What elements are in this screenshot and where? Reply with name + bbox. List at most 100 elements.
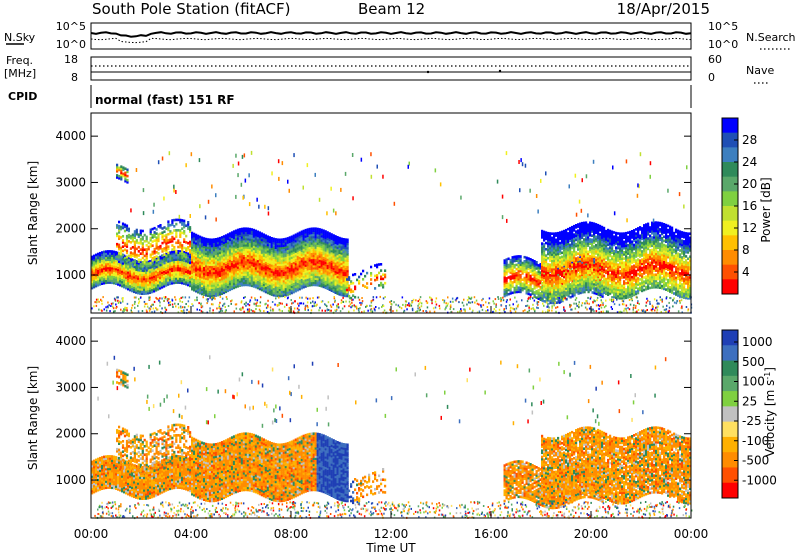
echo-cell <box>332 248 335 252</box>
echo-cell <box>599 294 602 297</box>
echo-cell <box>99 283 102 286</box>
echo-cell <box>567 246 570 250</box>
echo-cell <box>205 285 208 289</box>
echo-cell <box>101 276 104 279</box>
echo-cell <box>230 233 234 236</box>
echo-cell <box>561 251 564 255</box>
echo-cell <box>332 257 335 260</box>
echo-cell <box>539 263 542 266</box>
echo-cell <box>97 279 100 283</box>
echo-cell <box>252 274 255 278</box>
echo-cell <box>216 268 220 272</box>
echo-cell <box>232 240 236 244</box>
echo-cell <box>374 287 377 290</box>
freq-unit-label: [MHz] <box>4 67 36 80</box>
echo-cell <box>292 272 295 275</box>
echo-cell <box>240 261 243 264</box>
echo-cell <box>318 257 321 260</box>
echo-cell <box>559 291 562 295</box>
echo-cell <box>521 265 524 269</box>
echo-cell <box>549 267 552 271</box>
echo-cell <box>573 285 576 288</box>
echo-cell <box>183 251 186 254</box>
echo-cell <box>280 238 283 241</box>
echo-cell <box>559 245 562 249</box>
echo-cell <box>555 284 558 287</box>
echo-cell <box>274 281 277 285</box>
echo-cell <box>551 251 554 254</box>
echo-cell <box>240 240 243 243</box>
echo-cell <box>312 269 315 272</box>
echo-cell <box>105 260 108 264</box>
echo-cell <box>557 254 560 258</box>
echo-cell <box>320 284 323 288</box>
echo-cell <box>187 227 190 230</box>
echo-cell <box>290 273 293 276</box>
echo-cell <box>121 268 124 271</box>
echo-cell <box>145 290 148 293</box>
echo-cell <box>93 275 96 278</box>
echo-cell <box>549 299 552 302</box>
echo-cell <box>230 272 234 276</box>
echo-cell <box>145 269 148 272</box>
echo-cell <box>264 276 267 279</box>
echo-cell <box>555 244 558 248</box>
echo-cell <box>573 291 576 295</box>
echo-cell <box>362 278 365 281</box>
echo-cell <box>330 239 333 242</box>
echo-cell <box>139 237 142 241</box>
echo-cell <box>208 275 212 279</box>
echo-cell <box>316 248 319 252</box>
echo-cell <box>332 269 335 273</box>
echo-cell <box>250 261 253 265</box>
echo-cell <box>256 236 259 240</box>
echo-cell <box>193 238 196 242</box>
echo-cell <box>118 177 121 180</box>
echo-cell <box>513 291 516 294</box>
echo-cell <box>165 259 168 262</box>
echo-cell <box>123 273 126 276</box>
echo-cell <box>244 277 247 280</box>
echo-cell <box>183 219 186 223</box>
echo-cell <box>121 224 125 228</box>
echo-cell <box>565 241 568 244</box>
echo-cell <box>181 265 184 268</box>
echo-cell <box>320 251 323 255</box>
echo-cell <box>115 263 118 267</box>
echo-cell <box>216 243 220 247</box>
echo-cell <box>248 284 251 287</box>
echo-cell <box>270 282 273 286</box>
echo-cell <box>593 291 596 295</box>
echo-cell <box>252 270 255 274</box>
echo-cell <box>515 282 518 285</box>
echo-cell <box>300 286 303 290</box>
echo-cell <box>121 274 124 277</box>
echo-cell <box>120 177 123 181</box>
echo-cell <box>206 281 210 285</box>
echo-cell <box>240 269 243 272</box>
echo-cell <box>124 177 127 181</box>
echo-cell <box>543 295 546 298</box>
echo-cell <box>118 229 121 232</box>
echo-cell <box>133 265 136 269</box>
echo-cell <box>183 223 186 227</box>
echo-cell <box>318 282 321 285</box>
echo-cell <box>260 240 263 244</box>
echo-cell <box>312 279 315 282</box>
echo-cell <box>230 231 234 234</box>
echo-cell <box>288 255 291 258</box>
echo-cell <box>145 271 148 274</box>
echo-cell <box>214 254 218 258</box>
echo-cell <box>278 240 281 244</box>
echo-cell <box>113 261 116 264</box>
echo-cell <box>577 269 580 272</box>
echo-cell <box>252 264 255 267</box>
echo-cell <box>181 219 184 222</box>
echo-cell <box>579 253 582 257</box>
echo-cell <box>147 271 150 274</box>
echo-cell <box>571 294 574 298</box>
echo-cell <box>559 260 562 264</box>
echo-cell <box>193 274 196 277</box>
echo-cell <box>244 250 247 253</box>
echo-cell <box>324 238 327 242</box>
